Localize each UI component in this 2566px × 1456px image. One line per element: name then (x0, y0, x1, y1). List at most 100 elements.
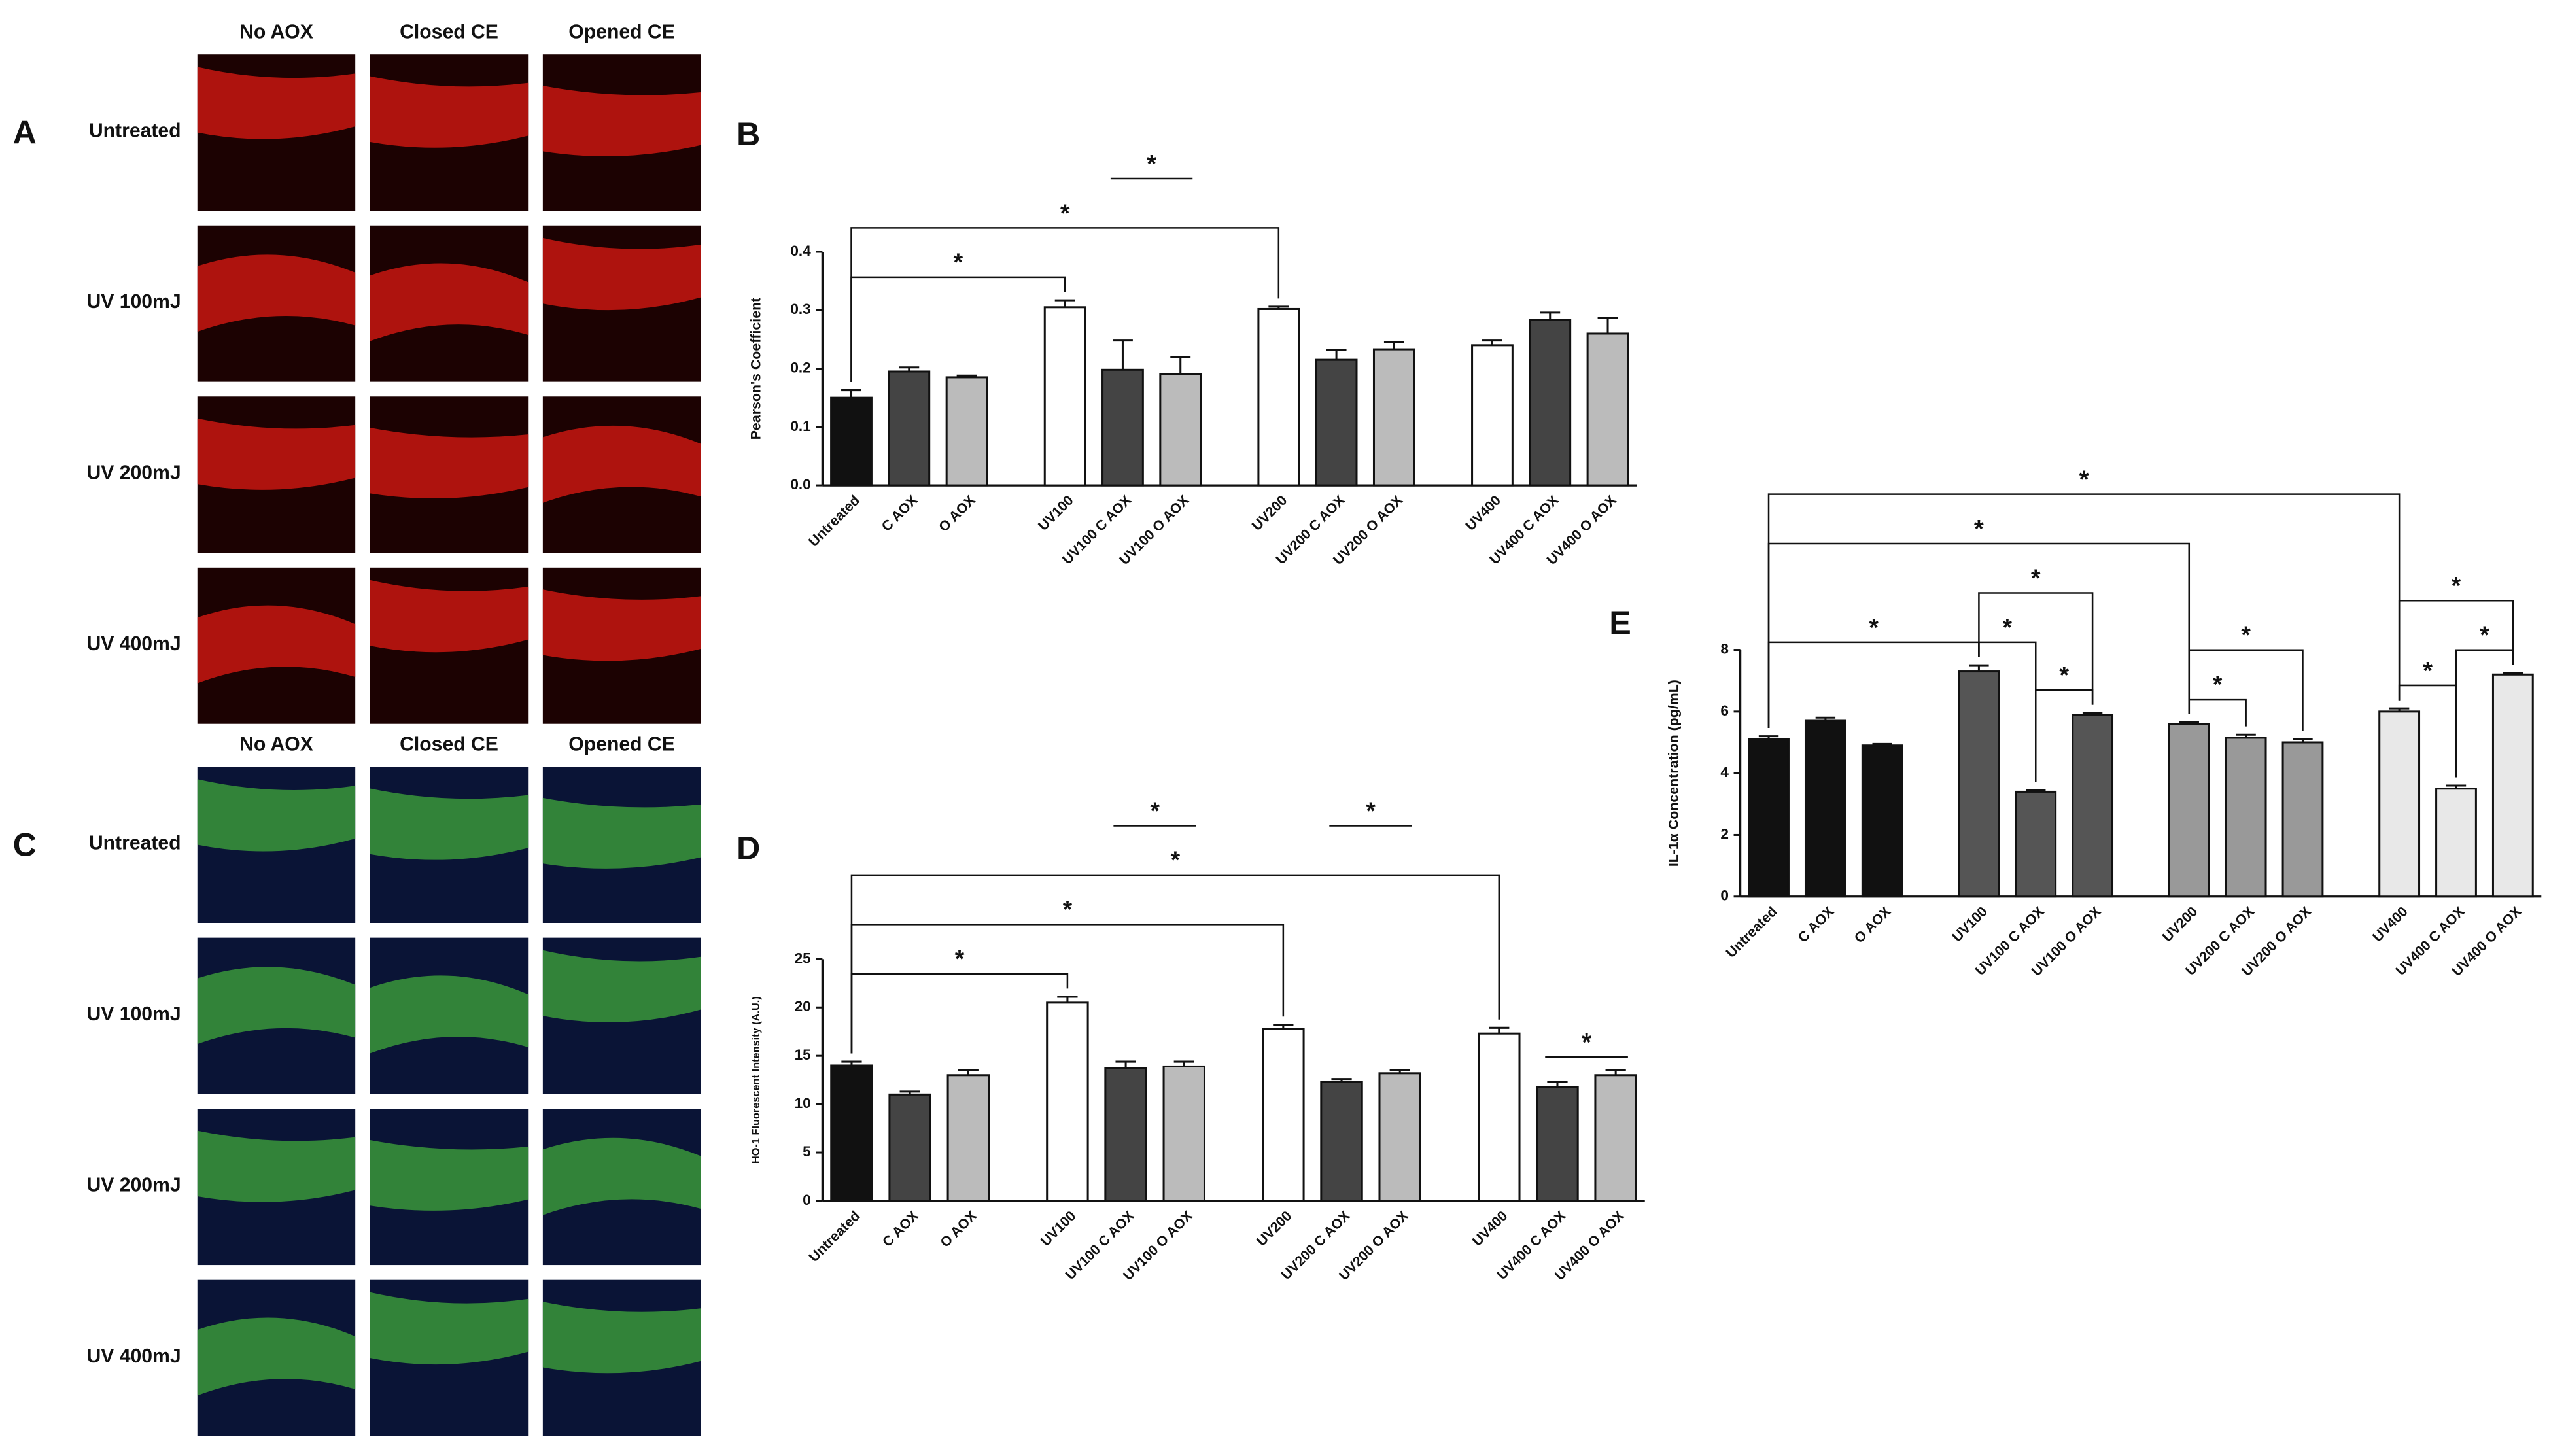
bar (1257, 307, 1300, 487)
x-tick-label: C AOX (879, 1207, 922, 1250)
y-tick-label: 6 (1720, 702, 1729, 719)
error-bar (841, 389, 861, 398)
tissue-layer (542, 425, 701, 503)
bar (2378, 710, 2421, 898)
x-tick-label: UV200 (1249, 493, 1290, 534)
y-tick-label: 0.3 (790, 301, 810, 317)
tissue-layer (197, 1317, 356, 1396)
bar (946, 1074, 990, 1202)
tissue-layer (370, 76, 529, 148)
significance-label: * (2079, 465, 2089, 493)
error-bar (1057, 996, 1078, 1003)
x-tick-label: Untreated (806, 1208, 863, 1265)
row-label: UV 200mJ (86, 1174, 181, 1196)
column-label: Opened CE (568, 733, 675, 755)
column-label: No AOX (239, 21, 313, 43)
tissue-layer (542, 589, 701, 661)
error-bar (1758, 735, 1779, 740)
x-tick-label: Untreated (1723, 903, 1780, 960)
x-tick-label: UV100 (1949, 903, 1990, 945)
bar (2015, 790, 2057, 898)
error-bar (2179, 721, 2199, 724)
significance-bracket (850, 874, 1500, 1054)
tissue-layer (370, 1139, 529, 1211)
bar (1262, 1028, 1305, 1202)
tissue-layer (542, 1302, 701, 1374)
x-tick-label: UV400 (1469, 1208, 1510, 1249)
error-bar (1597, 317, 1618, 334)
x-tick-label: UV400 (2370, 903, 2411, 945)
x-tick-label: UV200 (2159, 903, 2200, 945)
significance-label: * (1147, 150, 1156, 177)
significance-label: * (2241, 621, 2251, 649)
tissue-layer (542, 85, 701, 156)
y-axis-title: Pearson's Coefficient (748, 298, 763, 440)
tissue-layer (370, 975, 529, 1054)
row-label: UV 100mJ (86, 291, 181, 313)
error-bar (1115, 1060, 1136, 1069)
significance-label: * (2452, 572, 2461, 599)
significance-bracket (1978, 592, 2094, 705)
error-bar (1173, 1060, 1194, 1067)
significance-bracket (1767, 493, 2401, 728)
bar (1320, 1081, 1363, 1202)
error-bar (1389, 1069, 1410, 1073)
error-bar (958, 1069, 979, 1075)
tissue-layer (197, 254, 356, 332)
bar (2225, 737, 2267, 898)
tissue-layer (370, 788, 529, 860)
bar (888, 1093, 931, 1202)
significance-label: * (1582, 1028, 1591, 1056)
panel-letter: B (737, 115, 760, 152)
panel-letter: A (13, 114, 37, 151)
significance-label: * (1869, 614, 1879, 641)
tissue-layer (197, 967, 356, 1045)
significance-label: * (1974, 515, 1984, 542)
significance-bracket (850, 227, 1280, 382)
tissue-layer (197, 779, 356, 852)
bar (2168, 723, 2210, 898)
significance-label: * (1366, 797, 1376, 824)
error-bar (1540, 311, 1561, 321)
bar (830, 396, 873, 487)
significance-label: * (1171, 846, 1181, 874)
significance-label: * (2031, 564, 2041, 591)
tissue-layer (370, 1292, 529, 1365)
y-axis-title: HO-1 Fluorescent Intensity (A.U.) (750, 996, 762, 1164)
bar (1529, 319, 1572, 487)
bar (1372, 348, 1415, 487)
y-tick-label: 0 (1720, 888, 1729, 904)
error-bar (1170, 356, 1191, 375)
bar (2281, 741, 2324, 898)
row-label: Untreated (89, 832, 181, 854)
significance-label: * (1063, 895, 1073, 923)
y-tick-label: 15 (795, 1047, 811, 1063)
error-bar (956, 374, 977, 377)
bar (1536, 1085, 1579, 1202)
error-bar (2293, 738, 2313, 743)
panel-letter: C (13, 826, 37, 863)
y-tick-label: 10 (795, 1095, 811, 1111)
row-label: UV 100mJ (86, 1003, 181, 1025)
bar (1804, 719, 1846, 898)
bar (830, 1064, 873, 1202)
y-tick-label: 8 (1720, 641, 1729, 657)
y-tick-label: 2 (1720, 825, 1729, 842)
column-label: No AOX (239, 733, 313, 755)
significance-label: * (2059, 661, 2069, 689)
error-bar (1326, 349, 1347, 360)
x-tick-label: O AOX (936, 492, 979, 535)
error-bar (1969, 664, 1989, 672)
significance-label: * (2423, 657, 2433, 684)
tissue-layer (197, 418, 356, 490)
y-tick-label: 20 (795, 998, 811, 1014)
panel-letter: D (737, 829, 760, 867)
bar (1748, 738, 1790, 898)
error-bar (1605, 1069, 1626, 1075)
column-label: Closed CE (400, 21, 498, 43)
tissue-layer (542, 237, 701, 311)
x-tick-label: UV100 (1037, 1208, 1079, 1249)
x-tick-label: UV200 (1253, 1208, 1294, 1249)
significance-bracket (1767, 641, 1980, 728)
tissue-layer (197, 1130, 356, 1202)
